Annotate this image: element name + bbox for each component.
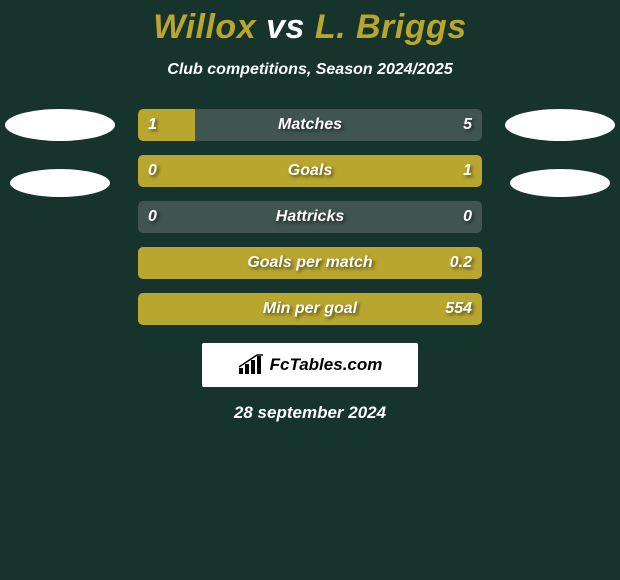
stat-value-right: 0 [463, 208, 472, 226]
subtitle: Club competitions, Season 2024/2025 [0, 61, 620, 79]
right-logos [500, 109, 620, 197]
player2-country-logo [510, 169, 610, 197]
stat-value-right: 5 [463, 116, 472, 134]
page-title: Willox vs L. Briggs [0, 0, 620, 47]
stat-metric-label: Hattricks [276, 208, 344, 226]
player1-club-logo [5, 109, 115, 141]
stat-bars: 1 Matches 5 0 Goals 1 0 Hattricks 0 Goals per mat… [138, 109, 482, 325]
player1-country-logo [10, 169, 110, 197]
stat-metric-label: Matches [278, 116, 342, 134]
vs-text: vs [266, 8, 305, 46]
bars-icon [238, 354, 264, 376]
comparison-content: 1 Matches 5 0 Goals 1 0 Hattricks 0 Goals per mat… [0, 109, 620, 325]
stat-bar: Goals per match 0.2 [138, 247, 482, 279]
stat-bar: 0 Goals 1 [138, 155, 482, 187]
stat-value-right: 0.2 [450, 254, 472, 272]
player2-name: L. Briggs [315, 8, 467, 46]
date-text: 28 september 2024 [0, 403, 620, 423]
stat-bar: 1 Matches 5 [138, 109, 482, 141]
brand-badge: FcTables.com [202, 343, 418, 387]
stat-metric-label: Goals [288, 162, 332, 180]
player1-name: Willox [153, 8, 256, 46]
stat-metric-label: Min per goal [263, 300, 357, 318]
brand-text: FcTables.com [270, 355, 383, 375]
stat-bar: Min per goal 554 [138, 293, 482, 325]
stat-value-left: 0 [148, 208, 157, 226]
stat-value-right: 1 [463, 162, 472, 180]
stat-bar: 0 Hattricks 0 [138, 201, 482, 233]
stat-value-left: 0 [148, 162, 157, 180]
stat-metric-label: Goals per match [247, 254, 372, 272]
stat-value-left: 1 [148, 116, 157, 134]
stat-value-right: 554 [445, 300, 472, 318]
player2-club-logo [505, 109, 615, 141]
left-logos [0, 109, 120, 197]
stat-fill-left [138, 109, 195, 141]
